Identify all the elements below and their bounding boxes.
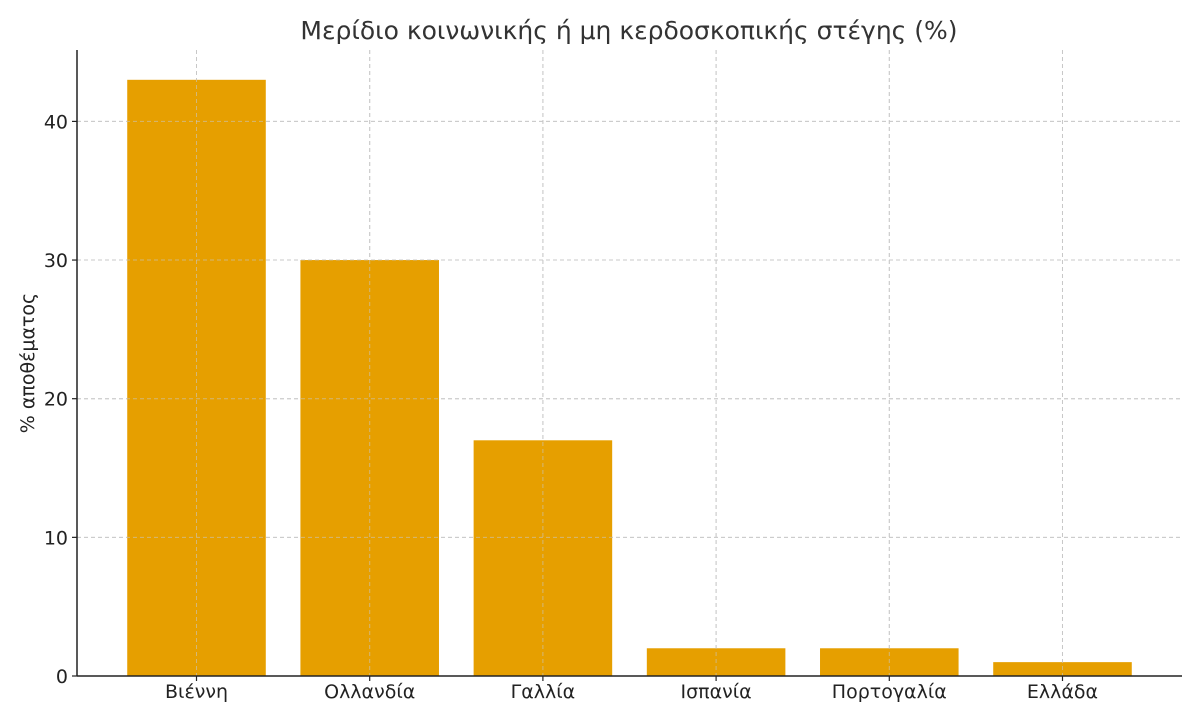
x-tick-label: Βιέννη: [165, 681, 228, 703]
y-axis-label: % αποθέματος: [17, 293, 39, 433]
x-tick-label: Γαλλία: [511, 681, 576, 703]
x-tick-label: Ισπανία: [681, 681, 752, 703]
axes: 0 10 20 30 40 Βιέννη Ολλανδία Γαλλία Ισπανία Πορτ…: [44, 50, 1182, 703]
y-tick-label: 40: [44, 111, 68, 133]
y-tick-label: 0: [56, 666, 68, 688]
x-tick-label: Πορτογαλία: [832, 681, 947, 703]
x-tick-label: Ολλανδία: [324, 681, 415, 703]
y-tick-label: 20: [44, 389, 68, 411]
chart-title: Μερίδιο κοινωνικής ή μη κερδοσκοπικής στ…: [300, 16, 957, 45]
bars: [127, 79, 1132, 677]
x-tick-label: Ελλάδα: [1027, 681, 1098, 703]
y-tick-label: 10: [44, 527, 68, 549]
y-tick-label: 30: [44, 250, 68, 272]
